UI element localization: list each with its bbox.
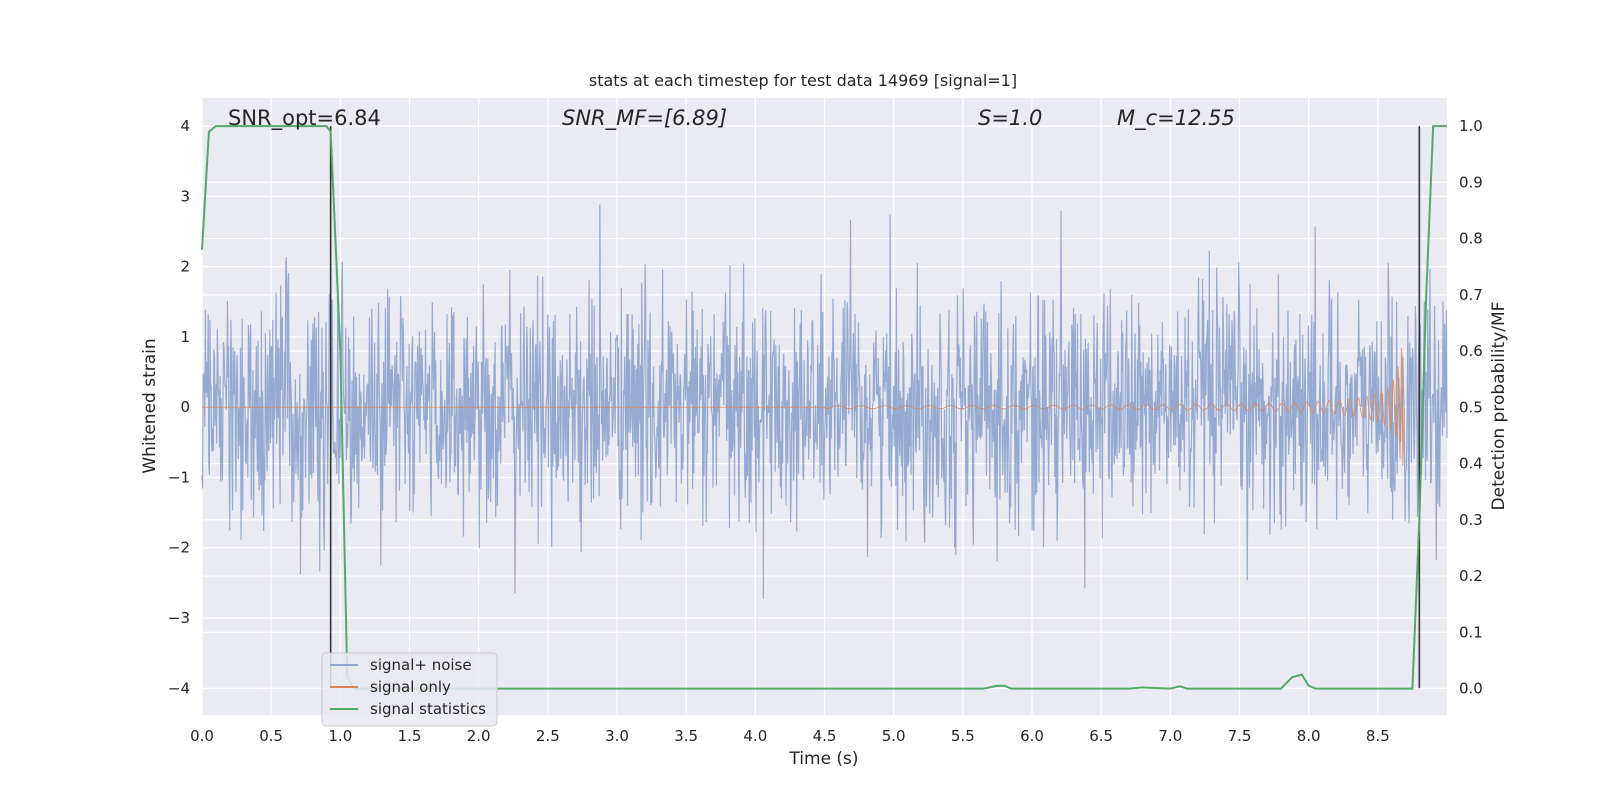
legend: signal+ noise signal only signal statist… [321, 652, 498, 727]
right-axis-ticks: 1.0 0.9 0.8 0.7 0.6 0.5 0.4 0.3 0.2 0.1 0.0 [1459, 117, 1483, 697]
x-tick-label: 1.5 [398, 727, 422, 745]
right-tick-label: 0.4 [1459, 455, 1483, 473]
statistics-line [201, 125, 1447, 690]
x-tick-label: 7.0 [1158, 727, 1182, 745]
signal-line [202, 347, 1405, 466]
left-axis-ticks: 4 3 2 1 0 −1 −2 −3 −4 [168, 117, 190, 697]
x-tick-label: 1.0 [328, 727, 352, 745]
right-tick-label: 1.0 [1459, 117, 1483, 135]
x-tick-label: 8.5 [1366, 727, 1390, 745]
noise-trace [201, 204, 1448, 599]
legend-box [321, 652, 498, 727]
x-tick-label: 3.5 [674, 727, 698, 745]
noise-line [201, 204, 1448, 599]
annotation-s: S=1.0 [978, 106, 1042, 130]
left-tick-label: 2 [180, 258, 190, 276]
left-tick-label: 4 [180, 117, 190, 135]
right-tick-label: 0.5 [1459, 398, 1483, 416]
x-tick-label: 4.0 [743, 727, 767, 745]
annotation-snr-opt: SNR_opt=6.84 [228, 106, 381, 131]
x-axis-label: Time (s) [788, 749, 858, 769]
x-tick-label: 2.0 [467, 727, 491, 745]
left-tick-label: −1 [168, 468, 190, 486]
x-tick-label: 4.5 [813, 727, 837, 745]
right-tick-label: 0.6 [1459, 342, 1483, 360]
x-tick-label: 6.0 [1020, 727, 1044, 745]
legend-label-statistics: signal statistics [370, 700, 486, 718]
right-tick-label: 0.3 [1459, 511, 1483, 529]
x-tick-label: 5.5 [951, 727, 975, 745]
x-tick-label: 2.5 [536, 727, 560, 745]
legend-label-noise: signal+ noise [370, 656, 472, 674]
right-tick-label: 0.2 [1459, 567, 1483, 585]
x-tick-label: 5.0 [882, 727, 906, 745]
x-tick-label: 0.0 [190, 727, 214, 745]
left-tick-label: 3 [180, 187, 190, 205]
left-tick-label: 0 [180, 398, 190, 416]
x-axis-ticks: 0.0 0.5 1.0 1.5 2.0 2.5 3.0 3.5 4.0 4.5 5.0 5.5 6.0 6… [190, 727, 1390, 745]
annotation-snr-mf: SNR_MF=[6.89] [562, 106, 727, 131]
right-tick-label: 0.0 [1459, 680, 1483, 698]
grid-lines [201, 98, 1447, 715]
chart-title: stats at each timestep for test data 149… [589, 71, 1017, 90]
x-tick-label: 0.5 [259, 727, 283, 745]
right-tick-label: 0.9 [1459, 173, 1483, 191]
signal-trace [202, 347, 1405, 466]
left-tick-label: 1 [180, 328, 190, 346]
right-tick-label: 0.1 [1459, 623, 1483, 641]
left-tick-label: −3 [168, 609, 190, 627]
left-tick-label: −2 [168, 539, 190, 557]
annotation-mc: M_c=12.55 [1117, 106, 1235, 131]
x-tick-label: 6.5 [1089, 727, 1113, 745]
statistics-trace [201, 125, 1447, 690]
vertical-markers [329, 126, 1421, 689]
x-tick-label: 8.0 [1297, 727, 1321, 745]
left-tick-label: −4 [168, 679, 190, 697]
right-tick-label: 0.7 [1459, 286, 1483, 304]
x-tick-label: 3.0 [605, 727, 629, 745]
x-tick-label: 7.5 [1228, 727, 1252, 745]
right-axis-label: Detection probability/MF [1489, 302, 1509, 511]
legend-label-signal: signal only [370, 678, 451, 696]
left-axis-label: Whitened strain [140, 338, 160, 473]
right-tick-label: 0.8 [1459, 230, 1483, 248]
